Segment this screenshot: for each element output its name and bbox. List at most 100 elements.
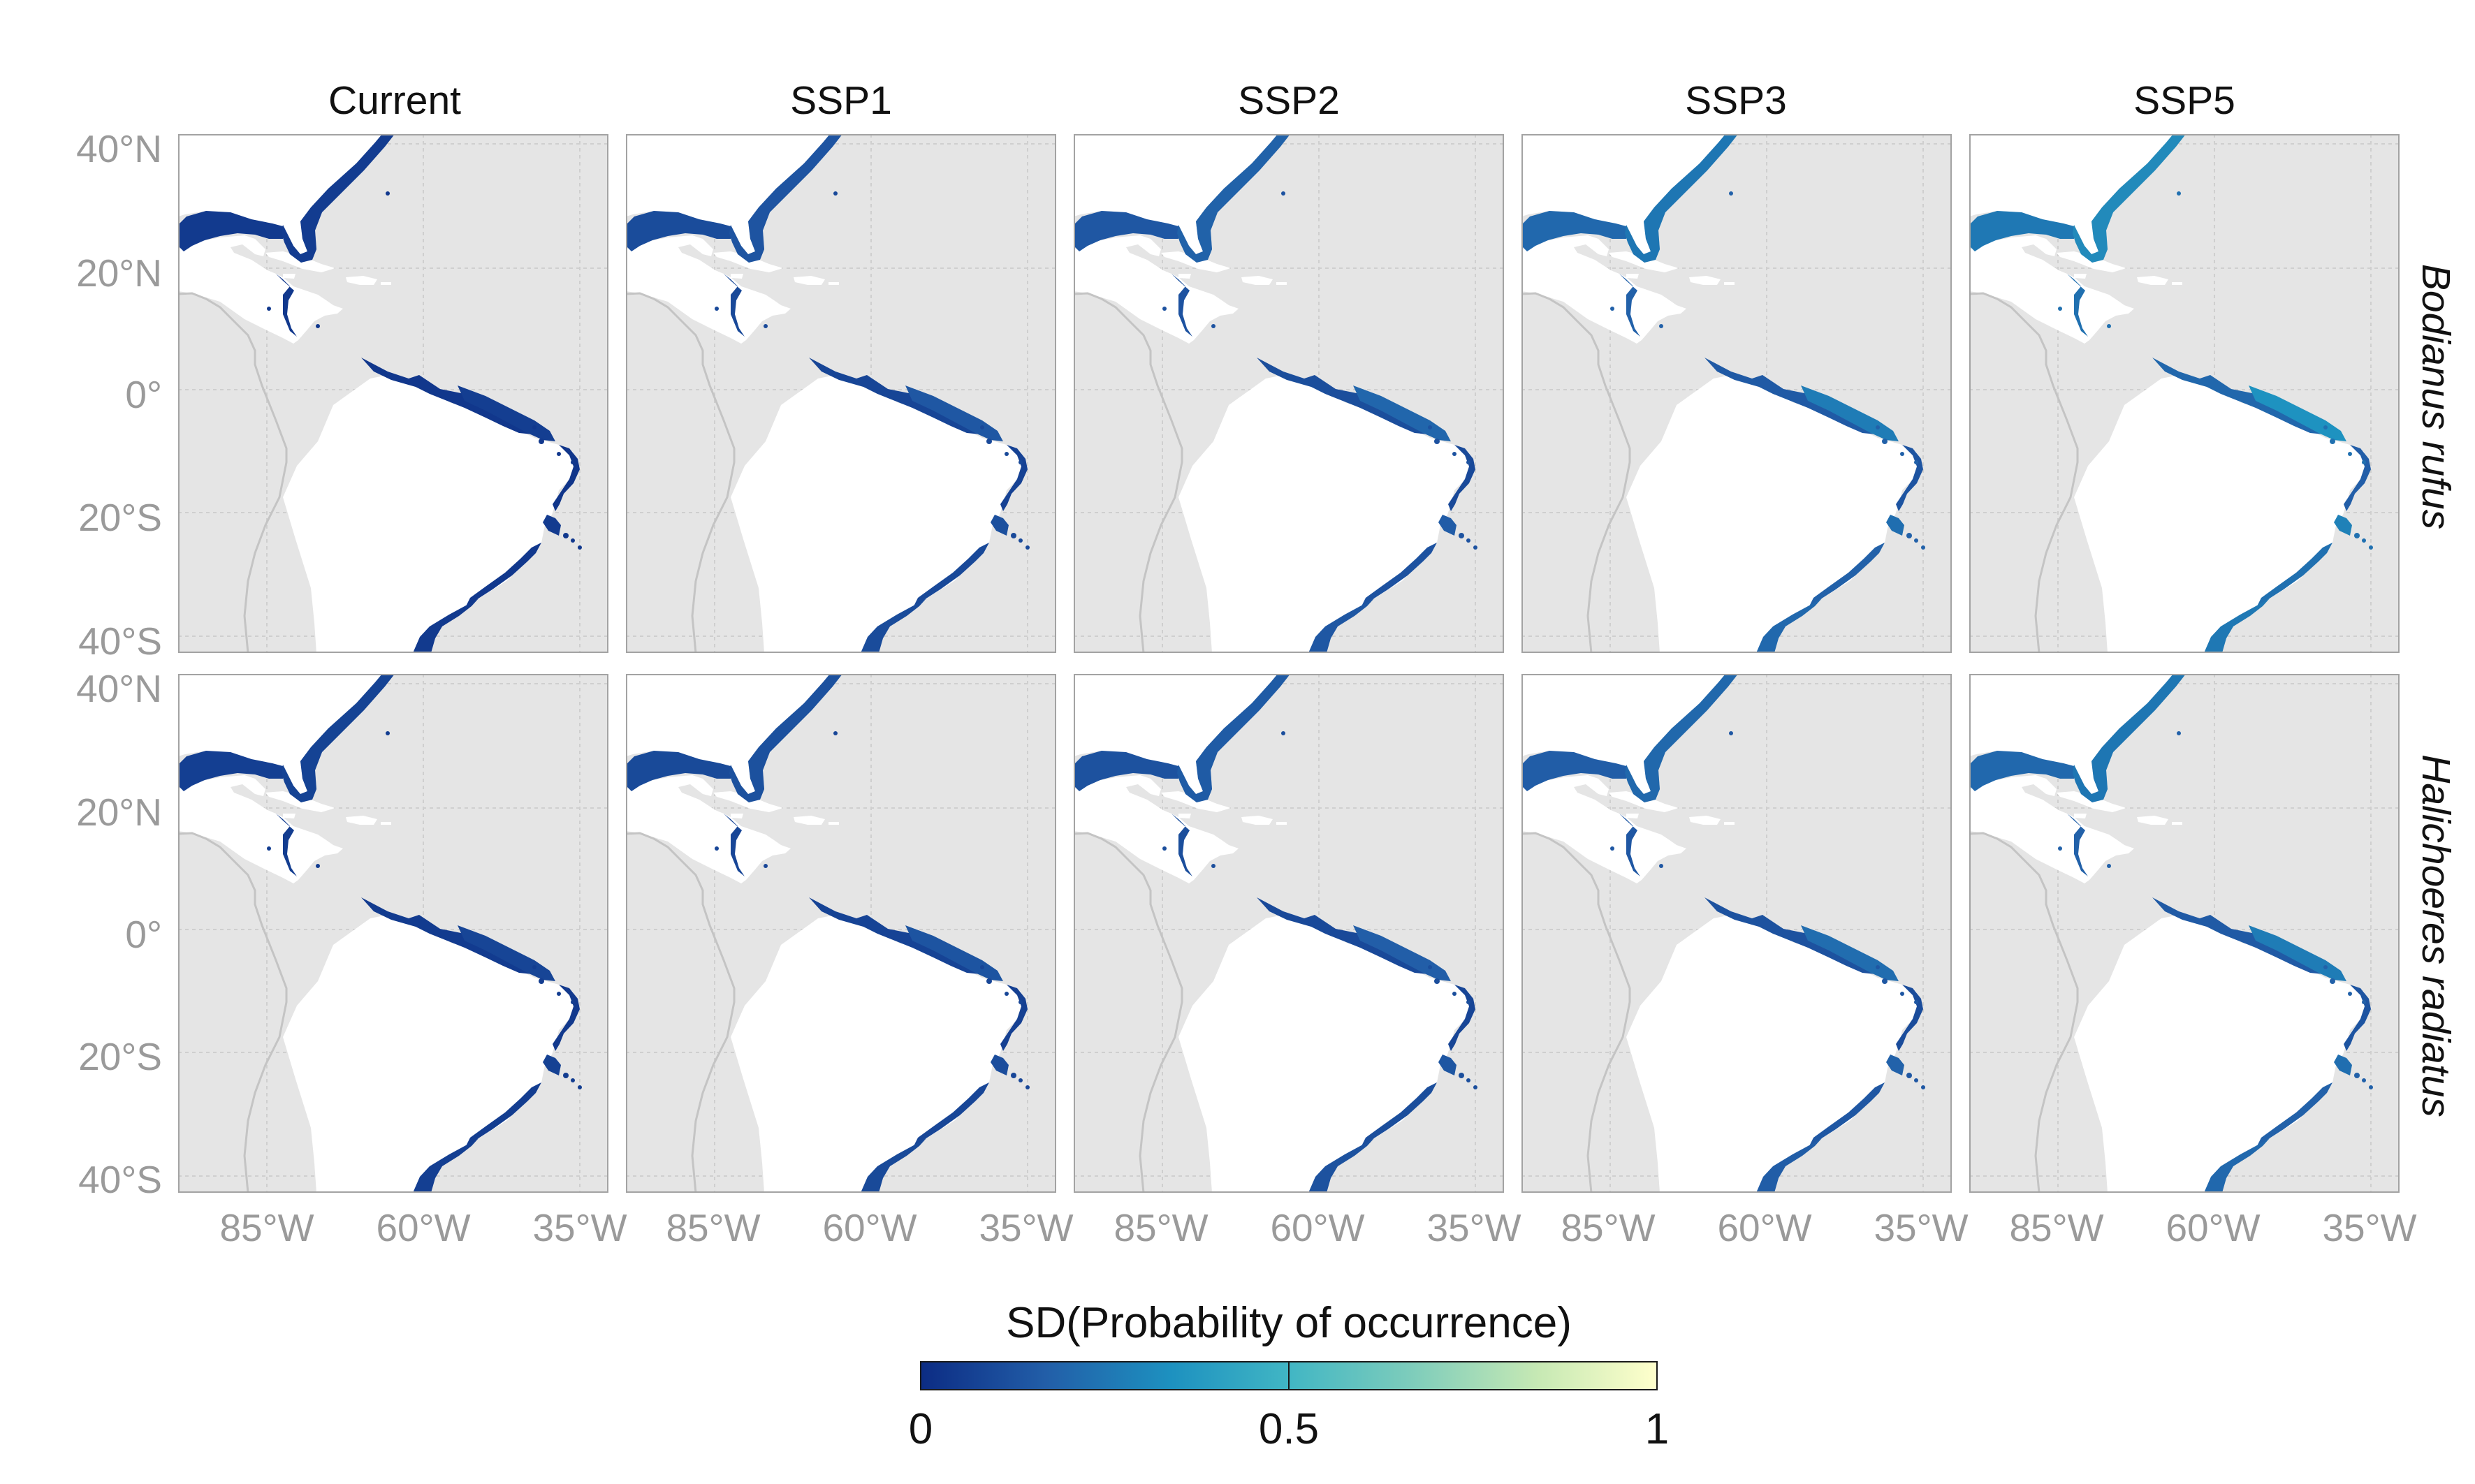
map-content (626, 674, 1056, 1193)
habitat-point (1466, 538, 1470, 543)
habitat-point (1005, 992, 1009, 996)
habitat-point (764, 324, 768, 328)
column-title-ssp5: SSP5 (2133, 78, 2235, 123)
habitat-point (980, 425, 984, 429)
habitat-point (1019, 1000, 1023, 1004)
land-jamaica (283, 814, 295, 818)
habitat-point (1025, 545, 1030, 550)
habitat-point (715, 846, 719, 851)
habitat-point (386, 731, 390, 735)
habitat-point (1466, 460, 1470, 464)
x-tick-label: 85°W (666, 1206, 760, 1249)
habitat-point (1434, 978, 1440, 984)
y-tick-label: 40°S (78, 619, 162, 663)
habitat-point (1162, 846, 1167, 851)
habitat-point (578, 1085, 582, 1089)
habitat-point (1473, 545, 1477, 550)
habitat-point (833, 731, 838, 735)
map-panels (178, 134, 2400, 1193)
x-tick-label: 60°W (1717, 1206, 1811, 1249)
habitat-point (1281, 731, 1285, 735)
map-content (1074, 674, 1504, 1193)
habitat-point (1659, 864, 1663, 868)
column-title-ssp2: SSP2 (1238, 78, 1340, 123)
land-puerto-rico (1276, 282, 1287, 285)
habitat-point (986, 439, 992, 444)
map-panel-ssp5-1 (1969, 134, 2400, 653)
map-content (1969, 674, 2400, 1193)
map-panel-ssp3-1 (1521, 134, 1952, 653)
map-content (1074, 134, 1504, 653)
map-content (1521, 674, 1952, 1193)
habitat-point (557, 452, 561, 456)
habitat-point (386, 191, 390, 196)
habitat-point (1019, 1078, 1023, 1082)
habitat-point (1914, 538, 1918, 543)
habitat-point (986, 978, 992, 984)
habitat-point (532, 965, 536, 969)
habitat-point (2330, 439, 2335, 444)
habitat-point (1466, 1000, 1470, 1004)
y-tick-label: 20°N (76, 791, 162, 834)
habitat-point (1162, 307, 1167, 311)
habitat-point (539, 439, 544, 444)
land-puerto-rico (2172, 282, 2182, 285)
y-tick-label: 0° (125, 373, 162, 416)
land-puerto-rico (828, 282, 839, 285)
habitat-point (1005, 452, 1009, 456)
habitat-point (1434, 439, 1440, 444)
land-jamaica (1626, 274, 1639, 279)
map-panel-ssp1-2 (626, 674, 1056, 1193)
map-content (626, 134, 1056, 653)
habitat-point (1281, 191, 1285, 196)
habitat-point (532, 425, 536, 429)
x-tick-label: 85°W (1114, 1206, 1208, 1249)
habitat-point (1882, 439, 1888, 444)
habitat-point (2362, 460, 2366, 464)
habitat-point (1906, 1073, 1912, 1078)
habitat-point (316, 864, 320, 868)
legend-tick-label: 0.5 (1259, 1405, 1319, 1453)
land-jamaica (1626, 814, 1639, 818)
habitat-point (2369, 1085, 2373, 1089)
y-tick-label: 20°S (78, 496, 162, 539)
habitat-point (1610, 846, 1614, 851)
habitat-point (1882, 978, 1888, 984)
x-tick-label: 60°W (822, 1206, 917, 1249)
habitat-point (1211, 864, 1215, 868)
column-title-current: Current (328, 78, 461, 123)
map-panel-ssp3-2 (1521, 674, 1952, 1193)
habitat-point (1610, 307, 1614, 311)
habitat-point (1900, 452, 1904, 456)
habitat-point (1459, 1073, 1464, 1078)
habitat-point (2362, 538, 2366, 543)
habitat-point (1914, 1000, 1918, 1004)
habitat-point (2330, 978, 2335, 984)
map-panel-ssp2-2 (1074, 674, 1504, 1193)
habitat-point (578, 545, 582, 550)
map-content (178, 134, 608, 653)
habitat-point (563, 533, 569, 538)
map-content (1521, 134, 1952, 653)
land-puerto-rico (381, 282, 391, 285)
habitat-point (563, 1073, 569, 1078)
habitat-point (1900, 992, 1904, 996)
habitat-point (1011, 533, 1016, 538)
land-jamaica (731, 274, 743, 279)
habitat-point (833, 191, 838, 196)
land-puerto-rico (2172, 822, 2182, 825)
habitat-point (2177, 191, 2181, 196)
habitat-point (2323, 965, 2328, 969)
habitat-point (267, 846, 271, 851)
habitat-point (1921, 1085, 1925, 1089)
land-jamaica (2074, 814, 2087, 818)
habitat-point (1914, 460, 1918, 464)
map-panel-current-2 (178, 674, 608, 1193)
y-tick-label: 40°N (76, 127, 162, 170)
habitat-point (1211, 324, 1215, 328)
habitat-point (2323, 425, 2328, 429)
habitat-point (1466, 1078, 1470, 1082)
row-title-bodianus-rufus: Bodianus rufus (2414, 264, 2458, 529)
habitat-point (715, 307, 719, 311)
habitat-point (1011, 1073, 1016, 1078)
